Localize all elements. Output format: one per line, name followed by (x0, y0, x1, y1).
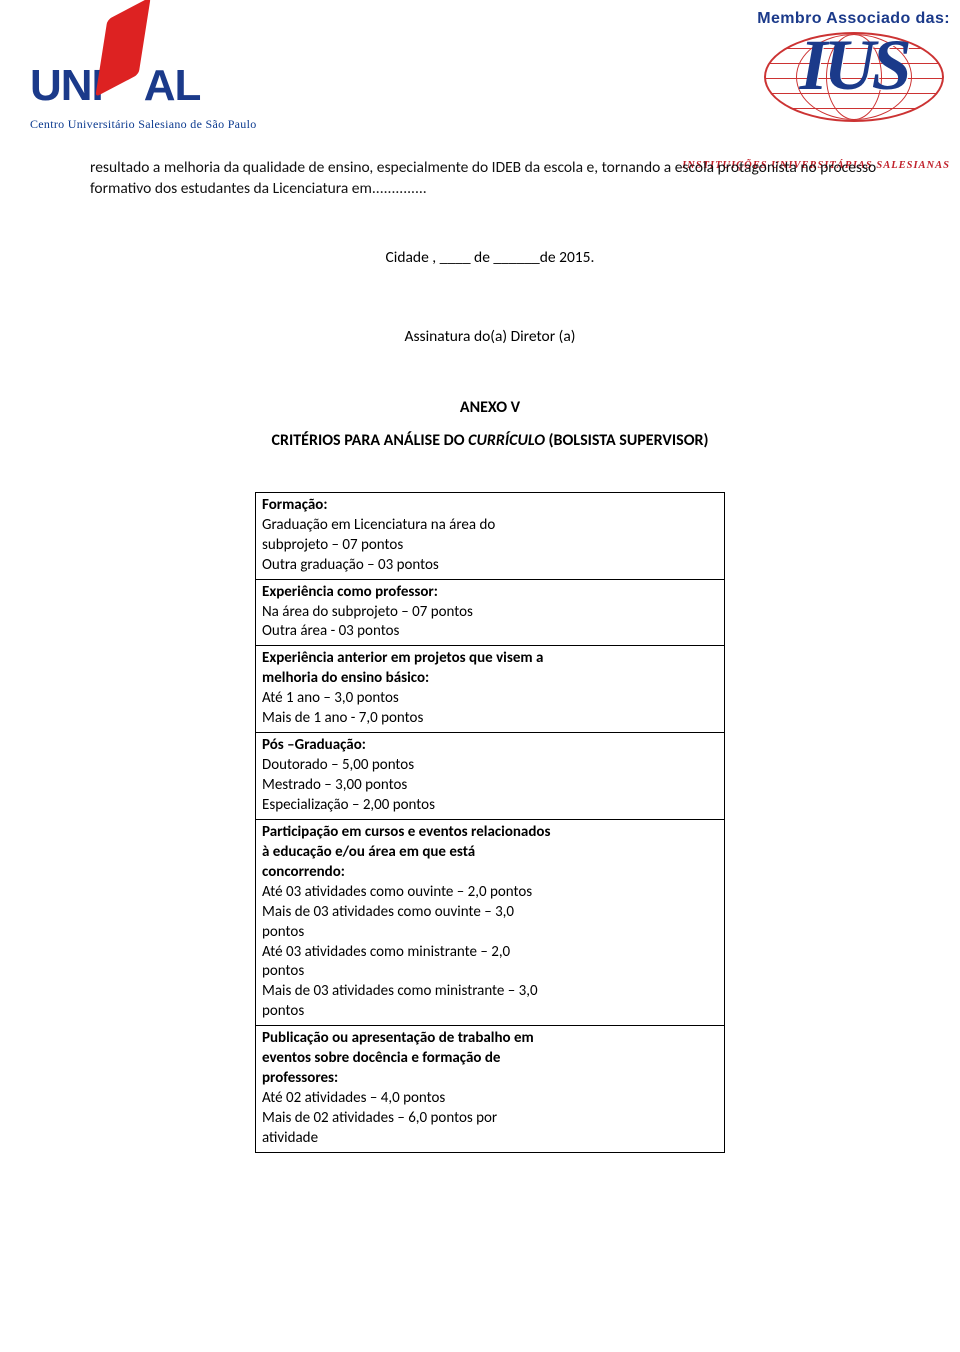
criteria-line: Mais de 02 atividades – 6,0 pontos por (262, 1109, 497, 1127)
criteria-tbody: Formação: Graduação em Licenciatura na ár… (256, 492, 725, 1152)
criteria-heading: melhoria do ensino básico: (262, 669, 429, 687)
page: UNI AL Centro Universitário Salesiano de… (0, 0, 960, 1352)
criteria-heading: Publicação ou apresentação de trabalho e… (262, 1029, 534, 1047)
unisal-wordmark: UNI AL (30, 20, 257, 111)
criteria-line: pontos (262, 923, 304, 941)
criteria-line: Outra área - 03 pontos (262, 622, 399, 640)
content-area: resultado a melhoria da qualidade de ens… (90, 158, 890, 1153)
criteria-heading: professores: (262, 1069, 338, 1087)
logo-unisal-subtitle: Centro Universitário Salesiano de São Pa… (30, 117, 257, 132)
criteria-heading: concorrendo: (262, 863, 345, 881)
table-cell: Publicação ou apresentação de trabalho e… (256, 1026, 725, 1153)
swoosh-icon (95, 0, 150, 97)
criteria-heading: Experiência anterior em projetos que vis… (262, 649, 543, 667)
criteria-line: Até 1 ano – 3,0 pontos (262, 689, 399, 707)
criteria-line: Até 03 atividades como ouvinte – 2,0 pon… (262, 883, 532, 901)
table-row: Experiência anterior em projetos que vis… (256, 646, 725, 733)
criterios-pre: CRITÉRIOS PARA ANÁLISE DO (271, 431, 468, 450)
criteria-line: Na área do subprojeto – 07 pontos (262, 603, 473, 621)
criteria-heading: Formação: (262, 496, 328, 514)
logo-ius-block: Membro Associado das: IUS (757, 10, 950, 122)
criteria-table: Formação: Graduação em Licenciatura na ár… (255, 492, 725, 1153)
criteria-heading: à educação e/ou área em que está (262, 843, 475, 861)
criteria-heading: Participação em cursos e eventos relacio… (262, 823, 550, 841)
table-row: Publicação ou apresentação de trabalho e… (256, 1026, 725, 1153)
logo-uni-text: UNI (30, 61, 103, 111)
criteria-line: Mestrado – 3,00 pontos (262, 776, 407, 794)
criterios-post: (BOLSISTA SUPERVISOR) (545, 431, 709, 450)
criteria-heading: eventos sobre docência e formação de (262, 1049, 500, 1067)
anexo-title: ANEXO V (90, 398, 890, 417)
logo-unisal: UNI AL Centro Universitário Salesiano de… (30, 20, 257, 132)
criteria-line: Mais de 1 ano - 7,0 pontos (262, 709, 423, 727)
criteria-line: atividade (262, 1129, 318, 1147)
criteria-line: pontos (262, 1002, 304, 1020)
criteria-line: Até 02 atividades – 4,0 pontos (262, 1089, 445, 1107)
table-cell: Experiência como professor: Na área do su… (256, 579, 725, 646)
table-row: Pós –Graduação: Doutorado – 5,00 pontos Me… (256, 733, 725, 820)
criteria-heading: Pós –Graduação: (262, 736, 366, 754)
criteria-line: pontos (262, 962, 304, 980)
table-row: Participação em cursos e eventos relacio… (256, 819, 725, 1025)
table-cell: Pós –Graduação: Doutorado – 5,00 pontos Me… (256, 733, 725, 820)
table-cell: Experiência anterior em projetos que vis… (256, 646, 725, 733)
criteria-line: Doutorado – 5,00 pontos (262, 756, 414, 774)
criteria-line: Especialização – 2,00 pontos (262, 796, 435, 814)
criteria-line: Outra graduação – 03 pontos (262, 556, 439, 574)
criteria-line: Graduação em Licenciatura na área do (262, 516, 495, 534)
director-signature-line: Assinatura do(a) Diretor (a) (90, 327, 890, 346)
ius-letters: IUS (757, 24, 950, 107)
paragraph-result: resultado a melhoria da qualidade de ens… (90, 158, 890, 200)
table-row: Formação: Graduação em Licenciatura na ár… (256, 492, 725, 579)
city-date-line: Cidade , ____ de ______de 2015. (90, 248, 890, 267)
criteria-heading: Experiência como professor: (262, 583, 438, 601)
criterios-italic: CURRÍCULO (468, 431, 545, 450)
criterios-title: CRITÉRIOS PARA ANÁLISE DO CURRÍCULO (BOL… (90, 431, 890, 450)
table-cell: Formação: Graduação em Licenciatura na ár… (256, 492, 725, 579)
ius-wordmark: IUS (757, 32, 950, 122)
table-row: Experiência como professor: Na área do su… (256, 579, 725, 646)
criteria-line: Até 03 atividades como ministrante – 2,0 (262, 943, 510, 961)
criteria-line: Mais de 03 atividades como ministrante –… (262, 982, 538, 1000)
criteria-line: Mais de 03 atividades como ouvinte – 3,0 (262, 903, 514, 921)
logo-sal-text: AL (144, 61, 201, 111)
table-cell: Participação em cursos e eventos relacio… (256, 819, 725, 1025)
signature-block: Cidade , ____ de ______de 2015. Assinatu… (90, 248, 890, 346)
criteria-line: subprojeto – 07 pontos (262, 536, 403, 554)
